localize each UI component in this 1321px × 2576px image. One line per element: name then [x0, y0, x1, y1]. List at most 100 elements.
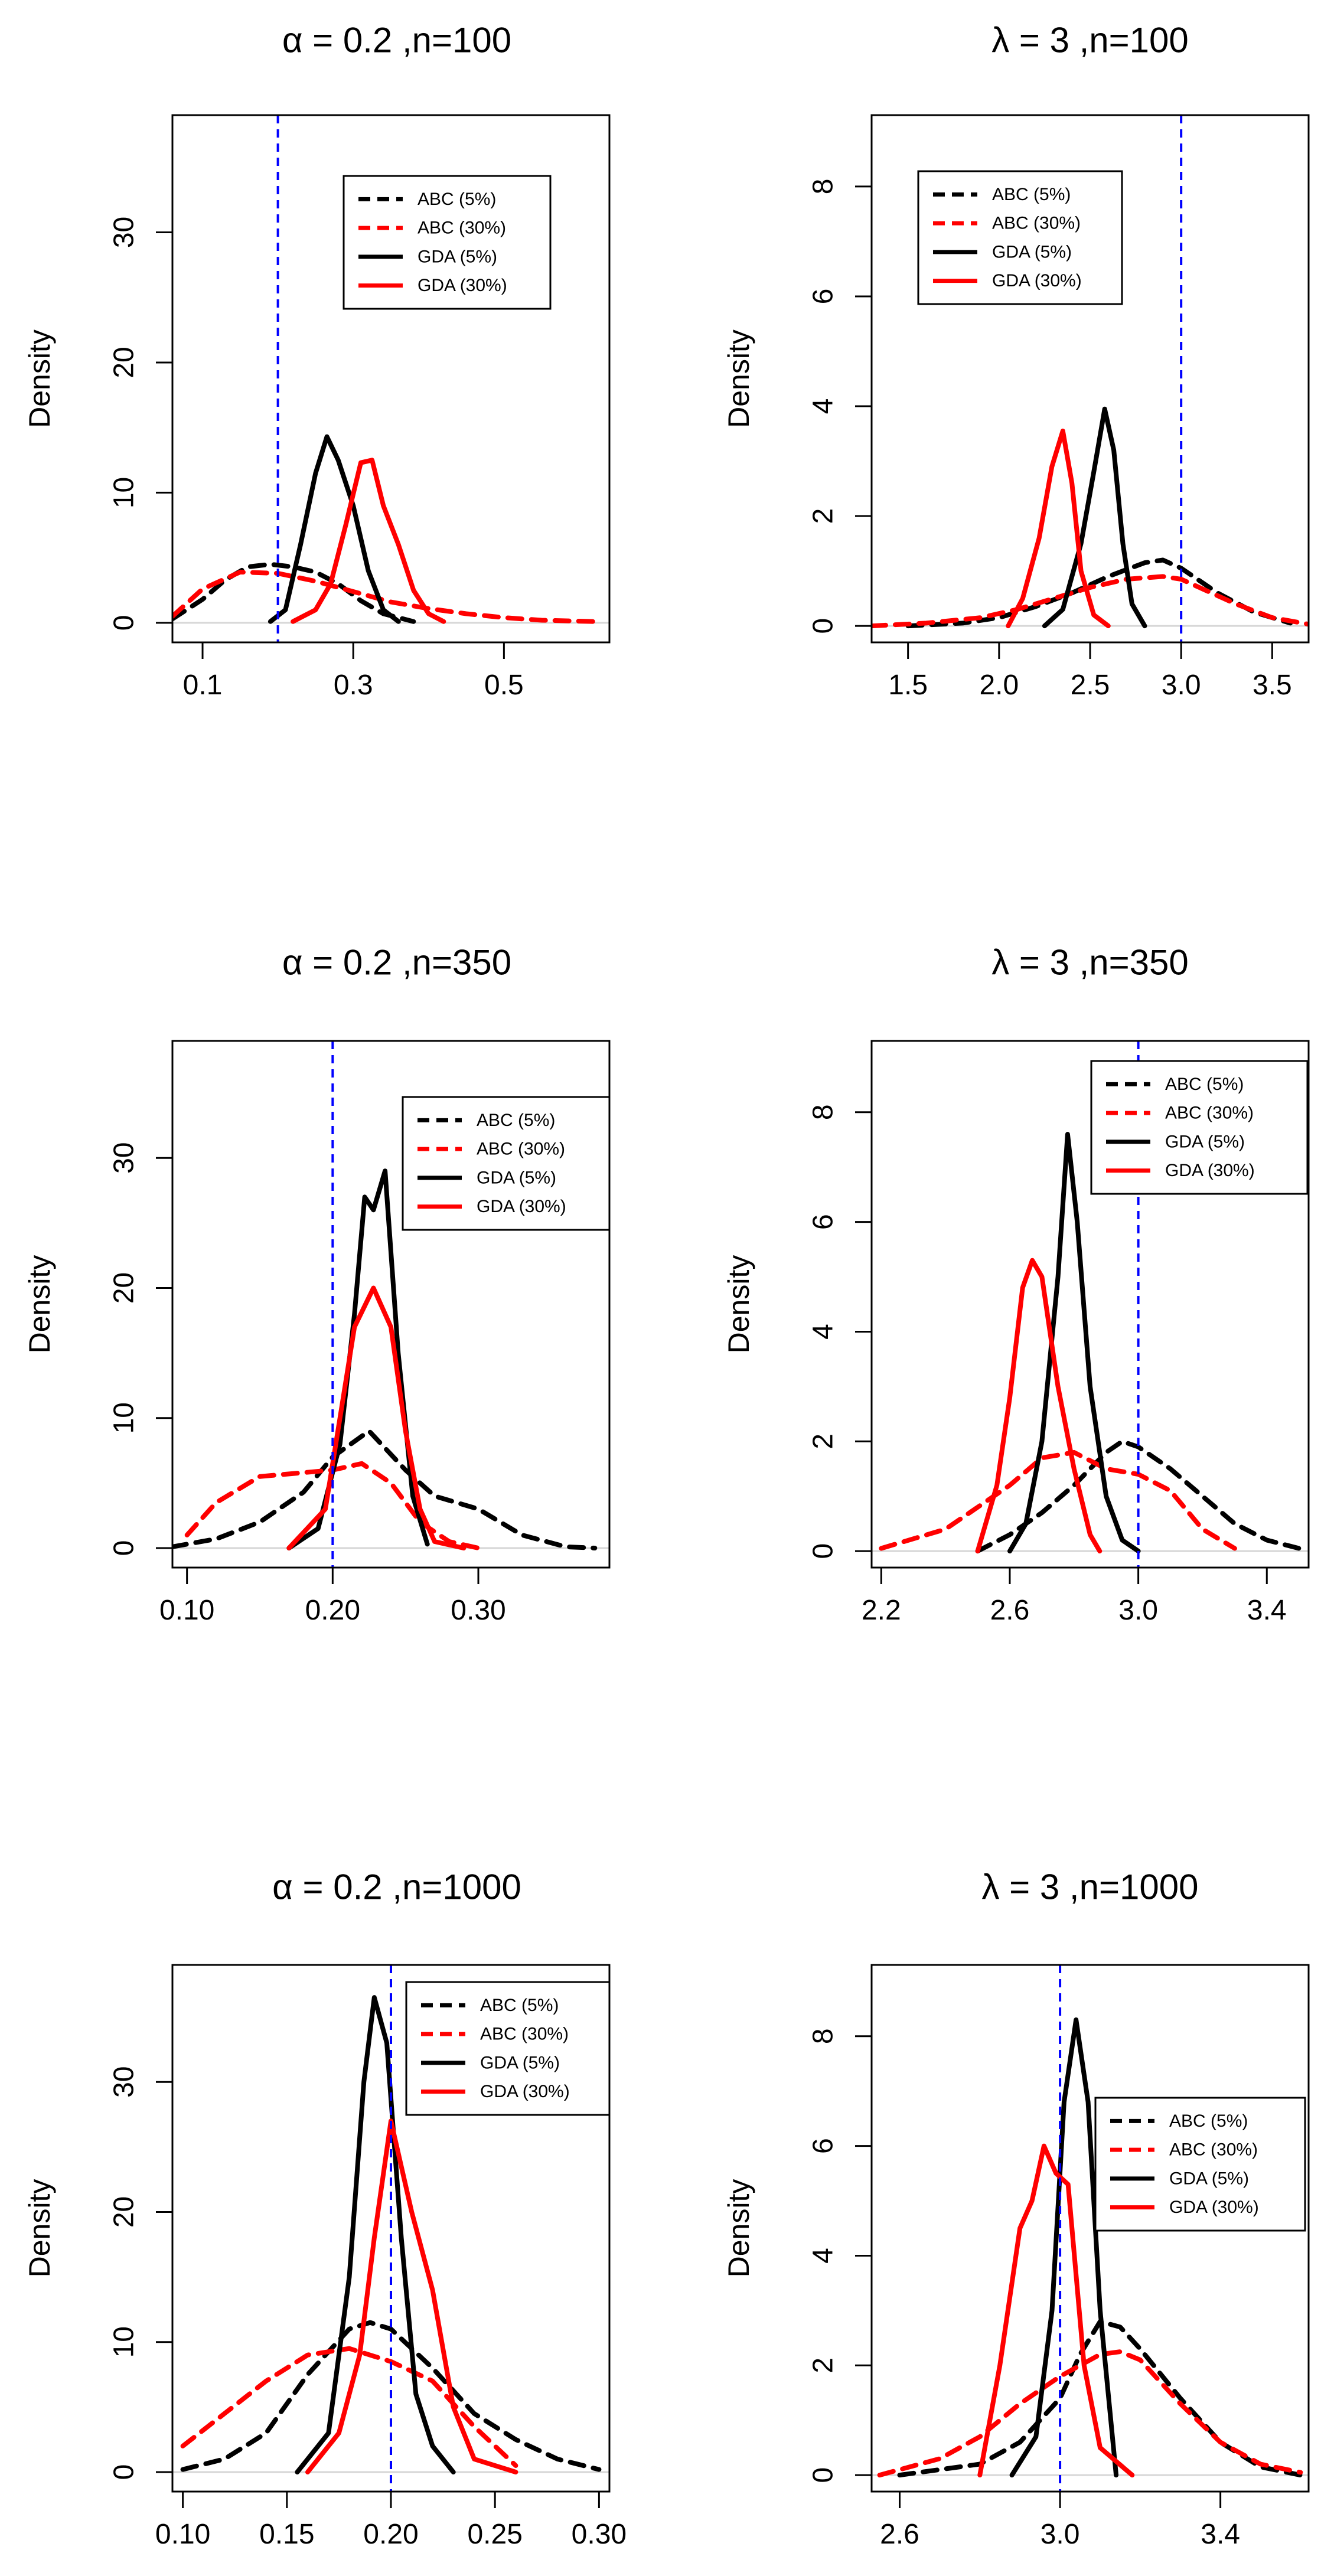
y-tick-label: 0 [808, 618, 839, 634]
chart-panel-4: λ = 3 ,n=350 Density 2.2 2.6 3.0 3.4 0 2 4 6 8 ABC … [722, 943, 1310, 1626]
y-tick-label: 0 [109, 1540, 140, 1556]
y-tick-label: 20 [109, 2196, 140, 2228]
legend-label: ABC (30%) [417, 218, 506, 238]
series-group [172, 434, 597, 624]
y-tick-label: 0 [109, 615, 140, 631]
plot-frame [870, 1040, 1310, 1569]
y-tick-label: 0 [808, 2467, 839, 2483]
x-tick-label: 3.0 [1041, 2519, 1080, 2550]
y-tick-label: 20 [109, 347, 140, 378]
legend-label: GDA (30%) [477, 1197, 566, 1216]
y-axis-label: Density [23, 1255, 56, 1354]
x-tick-label: 1.5 [888, 670, 928, 701]
series-line-abc-5 [180, 2320, 602, 2472]
legend-label: GDA (5%) [480, 2053, 560, 2072]
x-tick-label: 0.5 [484, 670, 524, 701]
series-line-gda-5 [1009, 2017, 1119, 2478]
legend-label: ABC (5%) [1169, 2111, 1248, 2131]
x-tick-label: 3.5 [1252, 670, 1292, 701]
x-tick-label: 2.2 [862, 1595, 901, 1626]
plot-frame [870, 1964, 1310, 2493]
x-tick-label: 2.6 [990, 1595, 1030, 1626]
legend: ABC (5%) ABC (30%) GDA (5%) GDA (30%) [1094, 2097, 1306, 2232]
legend-label: ABC (5%) [1165, 1075, 1244, 1094]
series-line-gda-30 [291, 458, 446, 624]
y-tick-label: 8 [808, 179, 839, 195]
series-line-gda-30 [977, 2143, 1135, 2478]
y-axis-label: Density [23, 329, 56, 428]
series-line-abc-30 [184, 1461, 481, 1550]
series-line-abc-30 [180, 2346, 518, 2468]
y-tick-label: 20 [109, 1272, 140, 1304]
legend: ABC (5%) ABC (30%) GDA (5%) GDA (30%) [402, 1096, 611, 1231]
legend-label: ABC (30%) [480, 2025, 569, 2044]
x-tick-label: 3.0 [1162, 670, 1201, 701]
y-tick-label: 4 [808, 1324, 839, 1340]
x-tick-label: 0.3 [334, 670, 373, 701]
legend-label: GDA (30%) [992, 271, 1082, 290]
chart-panel-2: λ = 3 ,n=100 Density 1.5 2.0 2.5 3.0 3.5 0 2 4 6 8 A… [722, 21, 1310, 701]
x-tick-label: 0.10 [159, 1595, 214, 1626]
legend-label: ABC (30%) [1169, 2140, 1258, 2160]
legend: ABC (5%) ABC (30%) GDA (5%) GDA (30%) [917, 170, 1123, 305]
legend-label: GDA (5%) [992, 242, 1072, 262]
series-line-gda-5 [1007, 1132, 1141, 1554]
series-line-gda-30 [1006, 428, 1111, 629]
series-line-gda-5 [268, 434, 401, 624]
legend-label: GDA (5%) [1165, 1132, 1245, 1151]
y-tick-label: 2 [808, 2358, 839, 2373]
series-line-abc-5 [172, 1428, 598, 1550]
series-line-abc-30 [879, 1449, 1237, 1551]
series-line-gda-5 [295, 1995, 456, 2474]
x-tick-label: 0.30 [572, 2519, 627, 2550]
series-line-abc-5 [897, 2319, 1303, 2478]
chart-panel-6: λ = 3 ,n=1000 Density 2.6 3.0 3.4 0 2 4 6 8 ABC (5… [722, 1867, 1310, 2550]
series-line-abc-5 [975, 1439, 1302, 1554]
series-group [879, 1132, 1302, 1554]
chart-title: λ = 3 ,n=100 [991, 21, 1189, 60]
y-tick-label: 2 [808, 1434, 839, 1449]
legend-label: ABC (5%) [477, 1111, 555, 1130]
x-tick-label: 0.30 [451, 1595, 505, 1626]
legend-label: ABC (30%) [477, 1140, 565, 1159]
legend-label: ABC (5%) [480, 1996, 559, 2015]
legend-label: GDA (30%) [480, 2082, 570, 2101]
legend-label: ABC (30%) [1165, 1103, 1254, 1123]
legend-label: ABC (30%) [992, 214, 1081, 233]
chart-panel-1: α = 0.2 ,n=100 Density 0.1 0.3 0.5 0 10 20 30 ABC… [23, 21, 611, 701]
y-tick-label: 6 [808, 1214, 839, 1230]
chart-panel-5: α = 0.2 ,n=1000 Density 0.10 0.15 0.20 0.25 0.… [23, 1867, 627, 2551]
y-axis-label: Density [722, 1255, 755, 1354]
y-tick-label: 30 [109, 217, 140, 248]
x-tick-label: 0.20 [305, 1595, 360, 1626]
legend-label: GDA (5%) [417, 247, 497, 266]
legend: ABC (5%) ABC (30%) GDA (5%) GDA (30%) [343, 175, 552, 310]
y-tick-label: 8 [808, 2028, 839, 2044]
series-group [872, 406, 1309, 629]
y-tick-label: 30 [109, 1142, 140, 1174]
y-tick-label: 6 [808, 289, 839, 305]
legend-label: ABC (5%) [992, 185, 1071, 204]
series-line-gda-5 [1042, 406, 1147, 629]
x-tick-label: 3.4 [1201, 2519, 1240, 2550]
y-tick-label: 0 [109, 2464, 140, 2480]
chart-title: α = 0.2 ,n=350 [282, 943, 511, 982]
chart-title: α = 0.2 ,n=100 [282, 21, 511, 60]
legend: ABC (5%) ABC (30%) GDA (5%) GDA (30%) [405, 1981, 611, 2116]
y-tick-label: 10 [109, 1402, 140, 1434]
legend-label: GDA (30%) [1165, 1161, 1255, 1180]
series-group [877, 2017, 1303, 2478]
x-tick-label: 0.25 [467, 2519, 522, 2550]
chart-title: α = 0.2 ,n=1000 [272, 1867, 521, 1907]
legend-label: GDA (30%) [417, 276, 507, 295]
series-group [172, 1168, 598, 1550]
series-line-abc-30 [877, 2349, 1303, 2478]
series-line-gda-30 [286, 1285, 467, 1550]
plot-frame [171, 114, 611, 644]
chart-title: λ = 3 ,n=350 [991, 943, 1189, 982]
y-tick-label: 0 [808, 1543, 839, 1559]
chart-title: λ = 3 ,n=1000 [982, 1867, 1199, 1907]
y-tick-label: 30 [109, 2066, 140, 2098]
y-axis-label: Density [722, 2179, 755, 2278]
